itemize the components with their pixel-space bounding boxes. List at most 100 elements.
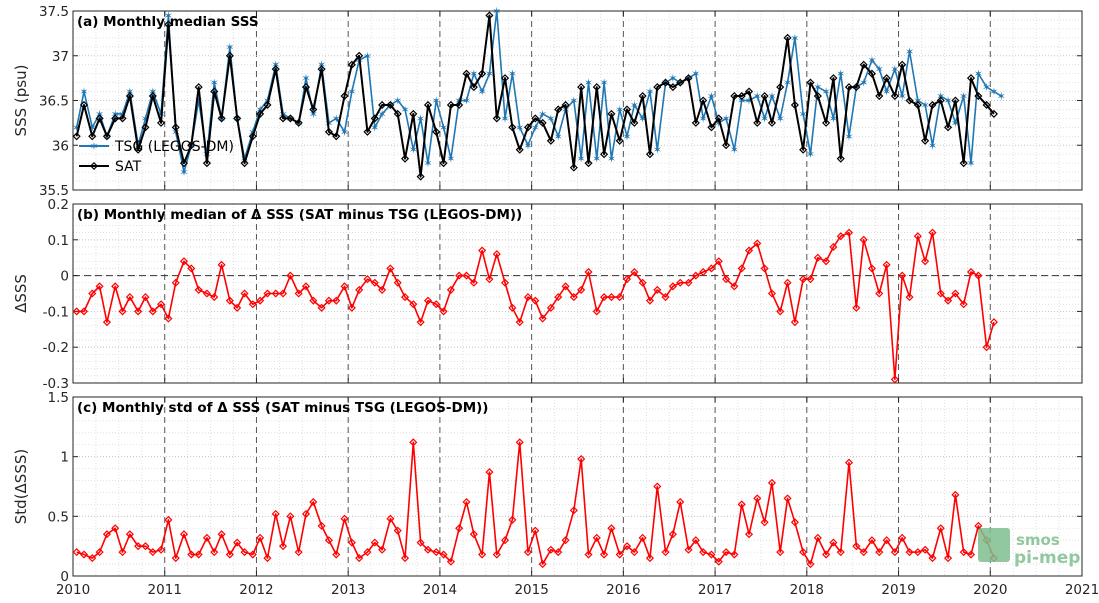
y-axis-label: SSS (psu) [12,65,30,137]
data-point [783,494,792,503]
data-point [989,109,998,118]
data-point [256,533,265,542]
data-point [301,282,311,291]
data-point [707,550,716,559]
data-point [134,307,143,316]
data-point [194,83,203,92]
data-point [921,136,930,145]
y-tick-label: 36.5 [39,94,69,110]
data-point [584,267,593,277]
data-point [500,278,510,287]
data-point [111,114,120,123]
data-point [164,314,173,323]
data-point [378,100,387,110]
data-point [187,264,196,273]
data-point [263,554,272,563]
data-point: ✶ [592,153,601,166]
data-point [546,136,555,145]
data-point [508,123,517,132]
data-point [187,550,196,559]
data-point [767,478,777,487]
data-point: ✶ [844,130,853,143]
data-point: ✶ [210,77,219,90]
data-point [271,509,280,518]
data-point [928,228,937,237]
data-point [515,145,524,154]
data-point: ✶ [225,41,234,54]
data-point [455,271,464,280]
data-point [707,264,716,273]
data-point [836,232,845,241]
data-point [531,526,540,535]
data-point [859,235,868,244]
data-point [622,105,632,114]
data-point: ✶ [500,112,509,125]
data-point [194,285,203,294]
data-point [531,114,540,123]
data-point [959,300,968,309]
data-point [622,542,632,551]
data-point [294,289,303,298]
data-point [500,536,510,545]
data-point [355,51,364,60]
data-point [546,303,555,312]
data-point [859,548,868,557]
logo-square-icon [978,528,1010,562]
data-point: ✶ [905,45,914,58]
data-point: ✶ [653,144,662,157]
data-point: ✶ [790,32,799,45]
data-point [615,136,624,145]
data-point [485,275,494,284]
data-point [989,318,998,327]
data-point [684,545,693,554]
data-point [836,154,845,163]
data-point [790,100,799,110]
data-point [102,530,111,539]
data-point: ✶ [416,112,425,125]
data-point [538,314,547,323]
data-point [363,127,372,136]
data-point [875,289,884,298]
data-point [676,497,685,507]
data-point [799,275,808,284]
data-point [760,264,769,273]
data-point [577,455,586,464]
data-point [409,300,418,309]
panel-title: (b) Monthly median of Δ SSS (SAT minus T… [77,207,522,223]
data-point: ✶ [538,108,547,121]
data-point [248,132,257,141]
data-point [340,282,349,291]
legend: ✶ TSG (LEGOS-DM) SAT [79,139,234,175]
data-point [416,172,425,181]
data-point [492,250,501,259]
data-point [882,74,891,83]
data-point [171,278,180,287]
data-point [905,548,914,557]
y-tick-label: -0.2 [43,340,69,356]
data-point [217,114,226,123]
data-point: ✶ [332,112,341,125]
data-point [416,538,425,547]
data-point [508,515,517,524]
data-point [622,275,632,284]
data-point [615,550,624,559]
data-point [882,260,891,269]
data-point [301,83,311,92]
data-point [806,560,815,569]
panel-b: -0.3 -0.2 -0.1 0 0.1 0.2 ΔSSS (b) Monthly media… [12,197,1083,392]
data-point [202,159,211,168]
data-point [248,550,257,559]
data-point [584,550,593,559]
data-point [79,307,89,316]
data-point [898,60,907,69]
data-point: ✶ [951,117,960,130]
data-point [577,285,586,294]
data-point [88,289,97,298]
data-point [508,303,517,312]
data-point [538,560,547,569]
data-point [760,518,769,527]
data-point: ✶ [776,112,785,125]
data-point [523,123,533,132]
data-point [844,458,854,467]
data-point [600,150,609,159]
